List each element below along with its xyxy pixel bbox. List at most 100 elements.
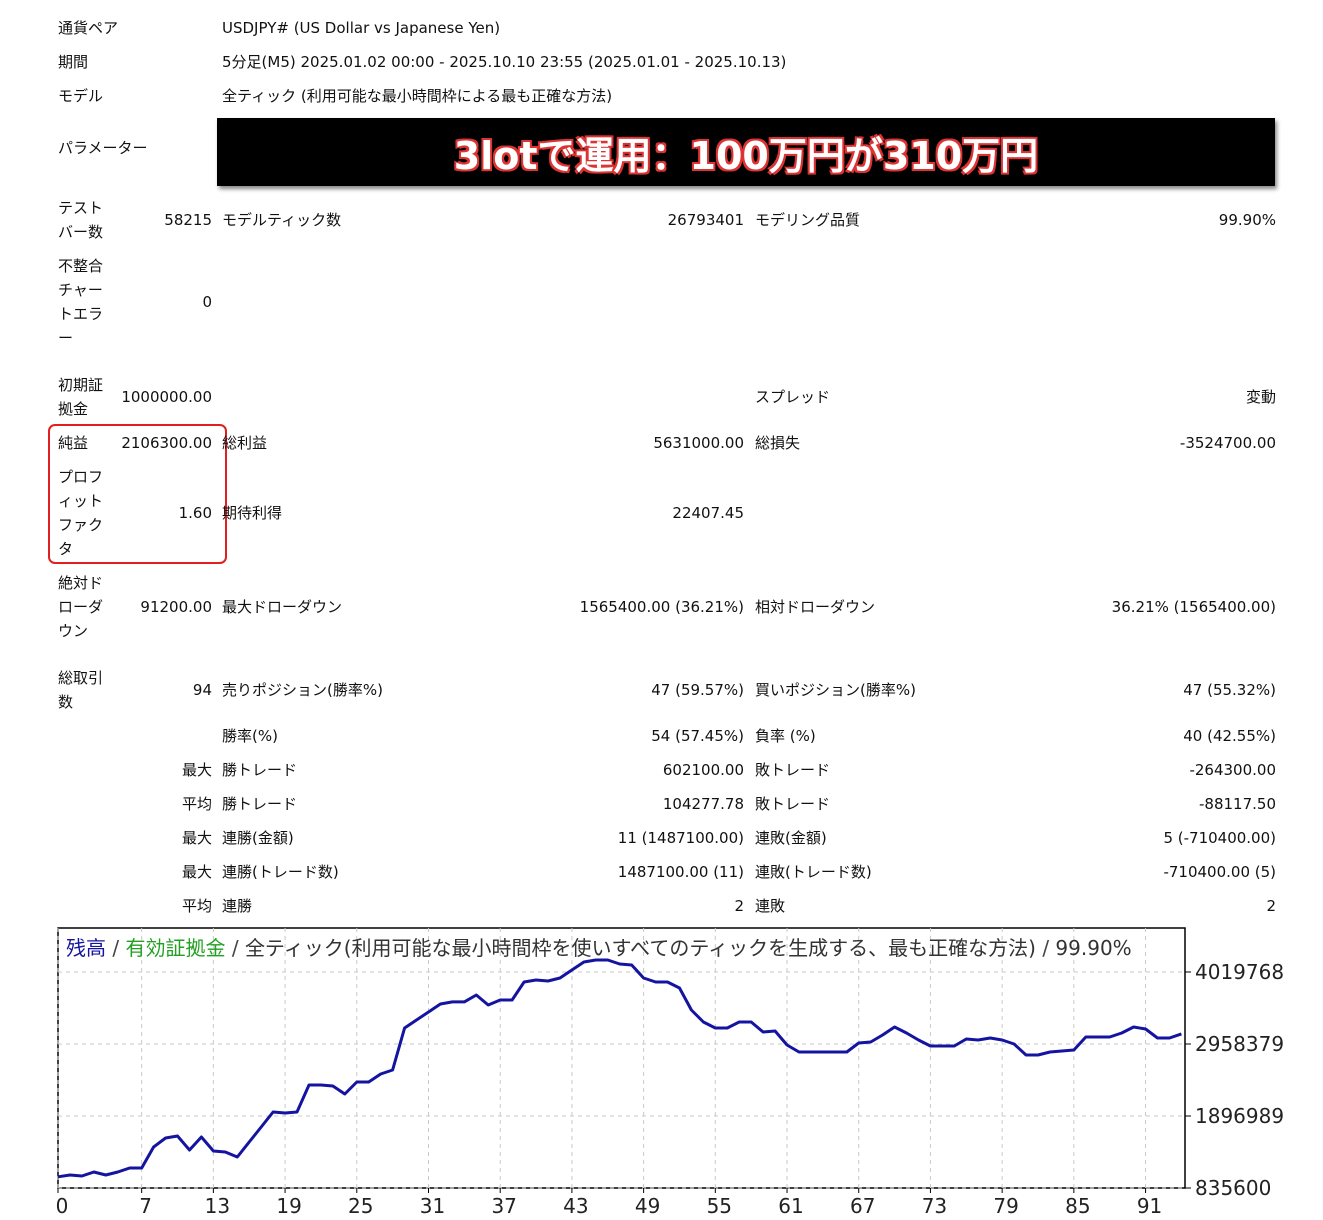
row-value: 5631000.00 (653, 434, 744, 452)
parameter-banner: 3lotで運用：100万円が310万円 (217, 118, 1275, 186)
row-label: 勝トレード (222, 761, 298, 779)
row-label: 負率 (%) (755, 727, 816, 745)
row-label: スプレッド (755, 388, 831, 406)
row-value: 602100.00 (662, 761, 744, 779)
x-tick-label: 73 (922, 1194, 947, 1218)
row-value: 最大 (181, 863, 212, 881)
x-tick-label: 67 (850, 1194, 875, 1218)
plot-area (57, 927, 1186, 1189)
row-value: -264300.00 (1189, 761, 1276, 779)
chart-subtitle: 全ティック(利用可能な最小時間枠を使いすべてのティックを生成する、最も正確な方法… (245, 936, 1036, 960)
row-label: 敗トレード (755, 795, 831, 813)
x-tick-label: 13 (205, 1194, 230, 1218)
x-tick-label: 31 (420, 1194, 445, 1218)
row-label: モデルティック数 (222, 211, 342, 229)
info-label: 通貨ペア (58, 19, 119, 37)
row-value: -710400.00 (5) (1163, 863, 1276, 881)
row-label: 連勝(金額) (222, 829, 294, 847)
row-value: 0 (202, 293, 212, 311)
row-value: 26793401 (667, 211, 744, 229)
row-label: 最大ドローダウン (222, 598, 343, 616)
row-value: 104277.78 (662, 795, 744, 813)
info-label: モデル (58, 87, 104, 105)
row-label: モデリング品質 (755, 211, 861, 229)
row-value: 最大 (181, 829, 212, 847)
row-label: 売りポジション(勝率%) (222, 681, 383, 699)
row-value: 平均 (181, 795, 212, 813)
row-value: 94 (192, 681, 212, 699)
row-label: 不整合チャートエラー (58, 257, 104, 347)
x-tick-label: 0 (56, 1194, 69, 1218)
row-label: 連勝(トレード数) (222, 863, 339, 881)
row-value: 2 (734, 897, 744, 915)
row-label: 連勝 (222, 897, 253, 915)
row-value: 1487100.00 (11) (617, 863, 744, 881)
legend: 残高 / 有効証拠金 / 全ティック(利用可能な最小時間枠を使いすべてのティック… (66, 936, 1132, 960)
row-value: 5 (-710400.00) (1163, 829, 1276, 847)
row-value: -3524700.00 (1179, 434, 1276, 452)
row-label: 初期証拠金 (58, 376, 104, 418)
chart-quality: 99.90% (1055, 936, 1131, 960)
row-value: 変動 (1245, 388, 1276, 406)
row-value: 58215 (164, 211, 212, 229)
y-tick-label: 4019768 (1195, 960, 1284, 984)
highlight-box (48, 424, 227, 564)
legend-equity: 有効証拠金 (125, 936, 225, 960)
row-value: 1565400.00 (36.21%) (579, 598, 744, 616)
row-label: 勝トレード (222, 795, 298, 813)
legend-balance: 残高 (66, 936, 106, 960)
row-value: 99.90% (1218, 211, 1276, 229)
info-value: 5分足(M5) 2025.01.02 00:00 - 2025.10.10 23… (222, 53, 787, 71)
x-tick-label: 43 (563, 1194, 588, 1218)
row-value: 2106300.00 (121, 434, 212, 452)
row-value: 1000000.00 (121, 388, 212, 406)
info-label: 期間 (58, 53, 89, 71)
row-value: 54 (57.45%) (651, 727, 744, 745)
x-tick-label: 19 (276, 1194, 301, 1218)
row-value: 36.21% (1565400.00) (1111, 598, 1276, 616)
row-label: 絶対ドローダウン (58, 574, 104, 640)
info-value: 全ティック (利用可能な最小時間枠による最も正確な方法) (222, 87, 613, 105)
balance-line (57, 958, 1182, 1179)
y-tick-label: 2958379 (1195, 1032, 1284, 1056)
y-tick-label: 835600 (1195, 1176, 1271, 1200)
legend-separator: / (112, 936, 119, 960)
parameter-label: パラメーター (58, 139, 148, 157)
row-label: プロフィットファクタ (58, 468, 104, 558)
row-label: 勝率(%) (222, 727, 278, 745)
row-label: 期待利得 (222, 504, 283, 522)
row-value: 最大 (181, 761, 212, 779)
info-value: USDJPY# (US Dollar vs Japanese Yen) (222, 19, 501, 37)
row-label: 相対ドローダウン (755, 598, 876, 616)
x-tick-label: 37 (491, 1194, 516, 1218)
row-label: 総利益 (222, 434, 268, 452)
row-value: 2 (1266, 897, 1276, 915)
row-value: 47 (59.57%) (651, 681, 744, 699)
row-label: テストバー数 (58, 199, 104, 241)
y-tick-label: 1896989 (1195, 1104, 1284, 1128)
row-label: 純益 (58, 434, 89, 452)
row-label: 連敗(金額) (755, 829, 827, 847)
row-label: 敗トレード (755, 761, 831, 779)
row-value: 47 (55.32%) (1183, 681, 1276, 699)
row-value: 91200.00 (140, 598, 212, 616)
row-value: -88117.50 (1199, 795, 1276, 813)
legend-separator: / (232, 936, 239, 960)
x-tick-label: 25 (348, 1194, 373, 1218)
row-label: 買いポジション(勝率%) (755, 681, 916, 699)
row-label: 総取引数 (58, 669, 104, 711)
row-value: 平均 (181, 897, 212, 915)
row-label: 連敗 (755, 897, 786, 915)
x-tick-label: 49 (635, 1194, 660, 1218)
x-tick-label: 55 (707, 1194, 732, 1218)
x-tick-label: 91 (1137, 1194, 1162, 1218)
x-tick-label: 7 (139, 1194, 152, 1218)
row-value: 22407.45 (672, 504, 744, 522)
legend-separator: / (1042, 936, 1049, 960)
row-label: 連敗(トレード数) (755, 863, 872, 881)
x-tick-label: 85 (1065, 1194, 1090, 1218)
row-value: 40 (42.55%) (1183, 727, 1276, 745)
x-tick-label: 79 (993, 1194, 1018, 1218)
row-label: 総損失 (755, 434, 801, 452)
